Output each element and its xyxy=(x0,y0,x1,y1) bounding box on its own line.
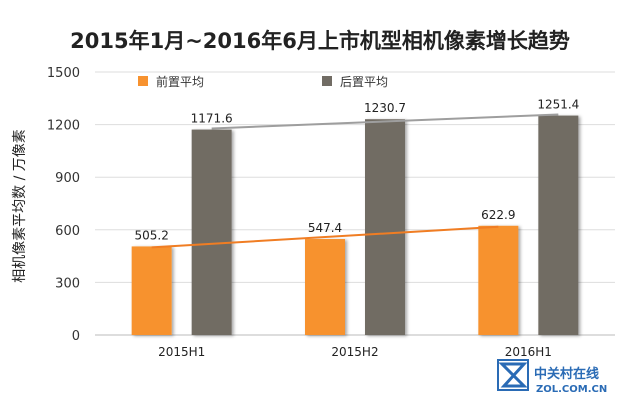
data-label: 622.9 xyxy=(481,208,515,222)
data-label: 1251.4 xyxy=(537,98,579,112)
watermark: 中关村在线 ZOL.COM.CN xyxy=(497,359,607,395)
y-tick-label: 1200 xyxy=(47,119,80,134)
bar xyxy=(538,115,579,336)
y-axis-label: 相机像素平均数 / 万像素 xyxy=(12,129,28,283)
y-axis-ticks: 0 300 600 900 1200 1500 xyxy=(47,66,80,344)
legend: 前置平均 后置平均 xyxy=(138,74,388,89)
trendlines xyxy=(151,113,559,249)
y-tick-label: 900 xyxy=(55,171,80,186)
gridlines xyxy=(95,71,615,283)
y-tick-label: 1500 xyxy=(47,66,80,81)
data-label: 547.4 xyxy=(308,221,342,235)
bar xyxy=(191,129,232,335)
legend-label: 后置平均 xyxy=(340,75,388,89)
data-label: 1230.7 xyxy=(364,101,406,115)
bar xyxy=(305,239,345,335)
x-category-label: 2015H1 xyxy=(158,345,205,359)
bar xyxy=(365,119,405,335)
zol-logo-icon xyxy=(497,359,529,391)
trendline xyxy=(151,225,499,249)
y-tick-label: 300 xyxy=(55,276,80,291)
bar xyxy=(131,246,172,335)
chart-title: 2015年1月~2016年6月上市机型相机像素增长趋势 xyxy=(70,29,570,53)
legend-swatch xyxy=(138,76,148,86)
x-category-label: 2015H2 xyxy=(331,345,378,359)
x-category-label: 2016H1 xyxy=(505,345,552,359)
x-axis-categories: 2015H1 2015H2 2016H1 xyxy=(158,345,552,359)
data-labels: 505.2 1171.6 547.4 1230.7 622.9 1251.4 xyxy=(134,98,579,243)
bars xyxy=(131,115,579,336)
watermark-line2: ZOL.COM.CN xyxy=(536,384,607,395)
legend-label: 前置平均 xyxy=(156,74,204,89)
watermark-line1: 中关村在线 xyxy=(534,366,599,382)
trendline xyxy=(211,113,559,130)
y-tick-label: 600 xyxy=(55,224,80,239)
data-label: 505.2 xyxy=(134,228,168,242)
data-label: 1171.6 xyxy=(191,112,233,126)
bar xyxy=(478,225,519,335)
legend-swatch xyxy=(322,76,332,86)
y-tick-label: 0 xyxy=(72,329,80,344)
